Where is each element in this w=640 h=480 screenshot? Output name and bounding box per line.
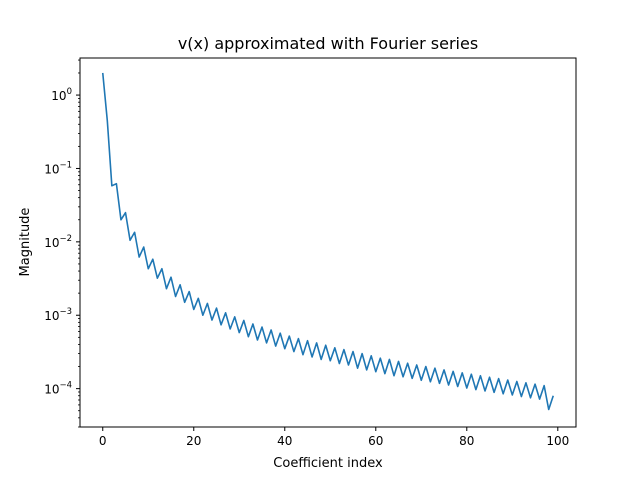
x-tick-label: 80 (459, 434, 474, 448)
y-axis-label: Magnitude (18, 208, 33, 277)
y-tick-label: 10−1 (44, 160, 72, 176)
x-axis-label: Coefficient index (273, 456, 383, 471)
x-tick-label: 20 (186, 434, 201, 448)
plot-background (80, 58, 576, 427)
x-axis: 0 20 40 60 80 100 (99, 427, 569, 448)
y-axis: 100 10−1 10−2 10−3 10−4 (44, 59, 80, 428)
series-line-0 (101, 72, 555, 411)
series-layer (101, 72, 555, 411)
plot-area (79, 57, 577, 428)
x-tick-label: 40 (277, 434, 292, 448)
plot-frame (79, 57, 577, 428)
x-tick-label: 60 (368, 434, 383, 448)
x-tick-label: 100 (546, 434, 569, 448)
y-tick-label: 10−3 (44, 307, 72, 323)
x-tick-label: 0 (99, 434, 107, 448)
y-tick-label: 10−4 (44, 381, 72, 397)
y-tick-label: 10−2 (44, 234, 72, 250)
y-tick-label: 100 (51, 87, 72, 103)
chart-title: v(x) approximated with Fourier series (178, 34, 478, 53)
